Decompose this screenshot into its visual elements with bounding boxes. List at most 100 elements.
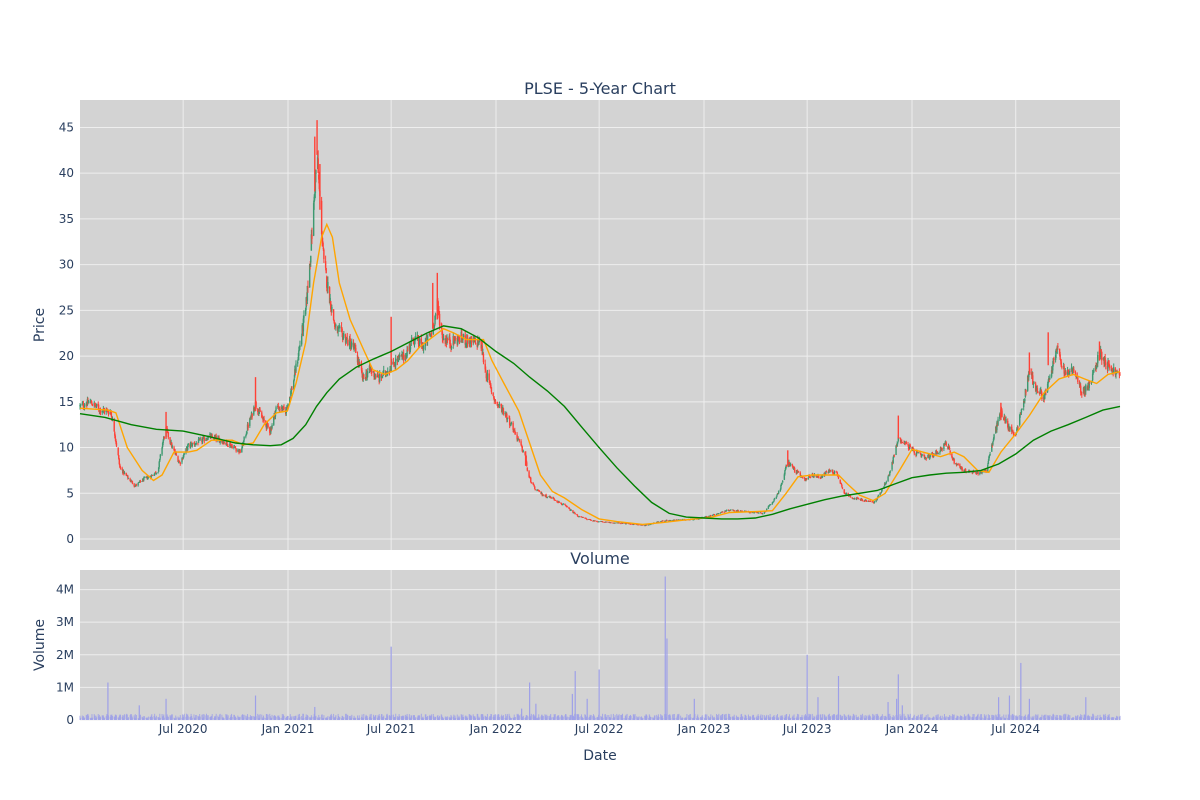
candle-body	[943, 443, 945, 450]
candle-body	[349, 337, 351, 342]
candle-body	[420, 338, 423, 344]
candle-body	[348, 337, 351, 345]
candle-body	[908, 449, 910, 450]
candle-body	[956, 464, 958, 466]
candle-body	[730, 509, 732, 511]
candle-body	[1027, 376, 1029, 380]
candle-body	[726, 509, 728, 511]
moving-average-short-line	[79, 222, 1121, 526]
candle-body	[1052, 358, 1055, 364]
candle-body	[601, 521, 604, 523]
candle-body	[1031, 374, 1033, 376]
candle-body	[975, 473, 978, 475]
candle-body	[1091, 373, 1094, 381]
candle-body	[828, 470, 831, 472]
candle-body	[1089, 382, 1091, 384]
candle-body	[355, 347, 357, 353]
candle-body	[1048, 377, 1050, 381]
candle-body	[142, 479, 144, 481]
candle-body	[625, 523, 627, 525]
price-y-tick-label: 10	[59, 441, 74, 455]
candle-body	[357, 358, 359, 362]
candle-body	[366, 373, 368, 378]
candle-body	[95, 403, 98, 406]
candle-body	[801, 476, 804, 478]
candle-body	[1020, 409, 1023, 413]
candle-body	[318, 174, 320, 180]
candle-body	[367, 371, 369, 374]
candle-body	[334, 323, 336, 327]
candle-body	[327, 282, 329, 289]
candle-body	[560, 503, 563, 505]
candle-body	[773, 498, 776, 500]
candle-body	[594, 520, 596, 522]
candle-body	[194, 444, 196, 446]
candle-body	[102, 410, 104, 412]
candle-body	[82, 402, 84, 404]
candle-body	[485, 369, 487, 372]
candle-body	[457, 339, 459, 344]
candle-body	[875, 499, 877, 502]
candle-body	[330, 301, 332, 310]
candle-body	[833, 473, 835, 475]
candle-body	[450, 347, 453, 349]
candle-body	[804, 480, 807, 481]
candle-body	[363, 374, 365, 378]
candle-body	[644, 525, 647, 527]
candle-body	[508, 417, 510, 419]
candle-body	[219, 439, 221, 443]
candle-body	[960, 466, 963, 468]
price-y-tick-label: 35	[59, 212, 74, 226]
candle-body	[87, 400, 89, 404]
candle-body	[769, 504, 772, 506]
candle-body	[1054, 355, 1057, 361]
candle-body	[1033, 382, 1035, 384]
candle-body	[857, 497, 859, 499]
candle-body	[1017, 427, 1019, 428]
candle-body	[418, 344, 420, 346]
candle-body	[369, 366, 371, 370]
candle-body	[234, 446, 236, 448]
candle-body	[111, 416, 113, 421]
candle-body	[370, 369, 372, 371]
candle-body	[295, 363, 297, 372]
candle-body	[114, 435, 117, 439]
candle-body	[461, 334, 463, 339]
candle-body	[187, 445, 189, 450]
candle-body	[574, 513, 576, 515]
candle-body	[1065, 371, 1067, 375]
candle-body	[1061, 366, 1063, 368]
candle-body	[117, 447, 119, 456]
candle-body	[437, 306, 440, 311]
candle-body	[526, 462, 528, 467]
candle-body	[414, 336, 417, 338]
candle-body	[485, 373, 488, 379]
candle-body	[1118, 371, 1121, 375]
candle-body	[1005, 419, 1007, 423]
candle-body	[552, 497, 555, 499]
candle-body	[342, 336, 344, 340]
candle-body	[338, 327, 340, 329]
candle-body	[948, 448, 951, 450]
candle-body	[432, 324, 435, 334]
candle-body	[345, 339, 347, 343]
candle-body	[296, 361, 299, 364]
candle-body	[434, 315, 436, 324]
candle-body	[127, 476, 129, 479]
candle-body	[417, 337, 420, 345]
candle-body	[533, 485, 535, 487]
candle-body	[347, 339, 349, 346]
candle-body	[899, 437, 901, 439]
candle-body	[614, 522, 616, 524]
candle-body	[226, 441, 228, 444]
candle-body	[406, 349, 408, 357]
candle-body	[764, 511, 767, 513]
candle-body	[349, 342, 352, 350]
candle-body	[352, 342, 355, 349]
candle-body	[159, 458, 161, 462]
candle-body	[844, 493, 847, 495]
candle-body	[406, 350, 409, 352]
candle-body	[450, 345, 452, 348]
candle-body	[201, 439, 204, 442]
candle-body	[913, 451, 915, 454]
